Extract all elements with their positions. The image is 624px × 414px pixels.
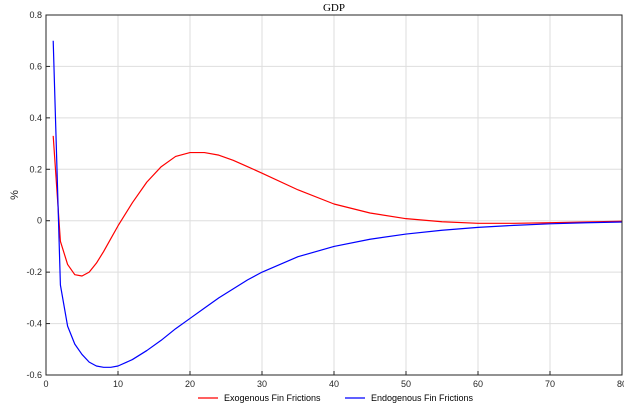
plot-frame: [45, 14, 623, 376]
y-axis-label: %: [9, 190, 21, 200]
axes: [45, 14, 623, 376]
x-tick-label: 40: [329, 379, 339, 389]
x-tick-label: 30: [257, 379, 267, 389]
x-tick-label: 80: [617, 379, 624, 389]
y-tick-label: -0.6: [26, 370, 42, 380]
tick-labels: 0 10 20 30 40 50 60 70 80 -0.6 -0.4 -0.2 0 0.2 0.4 0.6 0…: [26, 10, 624, 389]
y-tick-label: 0.8: [29, 10, 42, 20]
x-tick-label: 70: [545, 379, 555, 389]
series-group: [52, 40, 623, 368]
x-tick-label: 60: [473, 379, 483, 389]
legend-label: Endogenous Fin Frictions: [371, 393, 474, 403]
y-tick-label: 0: [37, 216, 42, 226]
y-tick-label: 0.4: [29, 113, 42, 123]
legend-label: Exogenous Fin Frictions: [224, 393, 321, 403]
x-tick-label: 50: [401, 379, 411, 389]
x-tick-label: 20: [185, 379, 195, 389]
y-tick-label: 0.6: [29, 61, 42, 71]
x-tick-label: 10: [113, 379, 123, 389]
legend: Exogenous Fin Frictions Endogenous Fin Fr…: [198, 393, 474, 403]
series-line-endogenous: [52, 40, 623, 368]
series-line-exogenous: [52, 135, 623, 277]
y-tick-label: -0.2: [26, 267, 42, 277]
y-tick-label: 0.2: [29, 164, 42, 174]
x-tick-label: 0: [43, 379, 48, 389]
y-tick-label: -0.4: [26, 319, 42, 329]
chart-title: GDP: [323, 2, 345, 14]
